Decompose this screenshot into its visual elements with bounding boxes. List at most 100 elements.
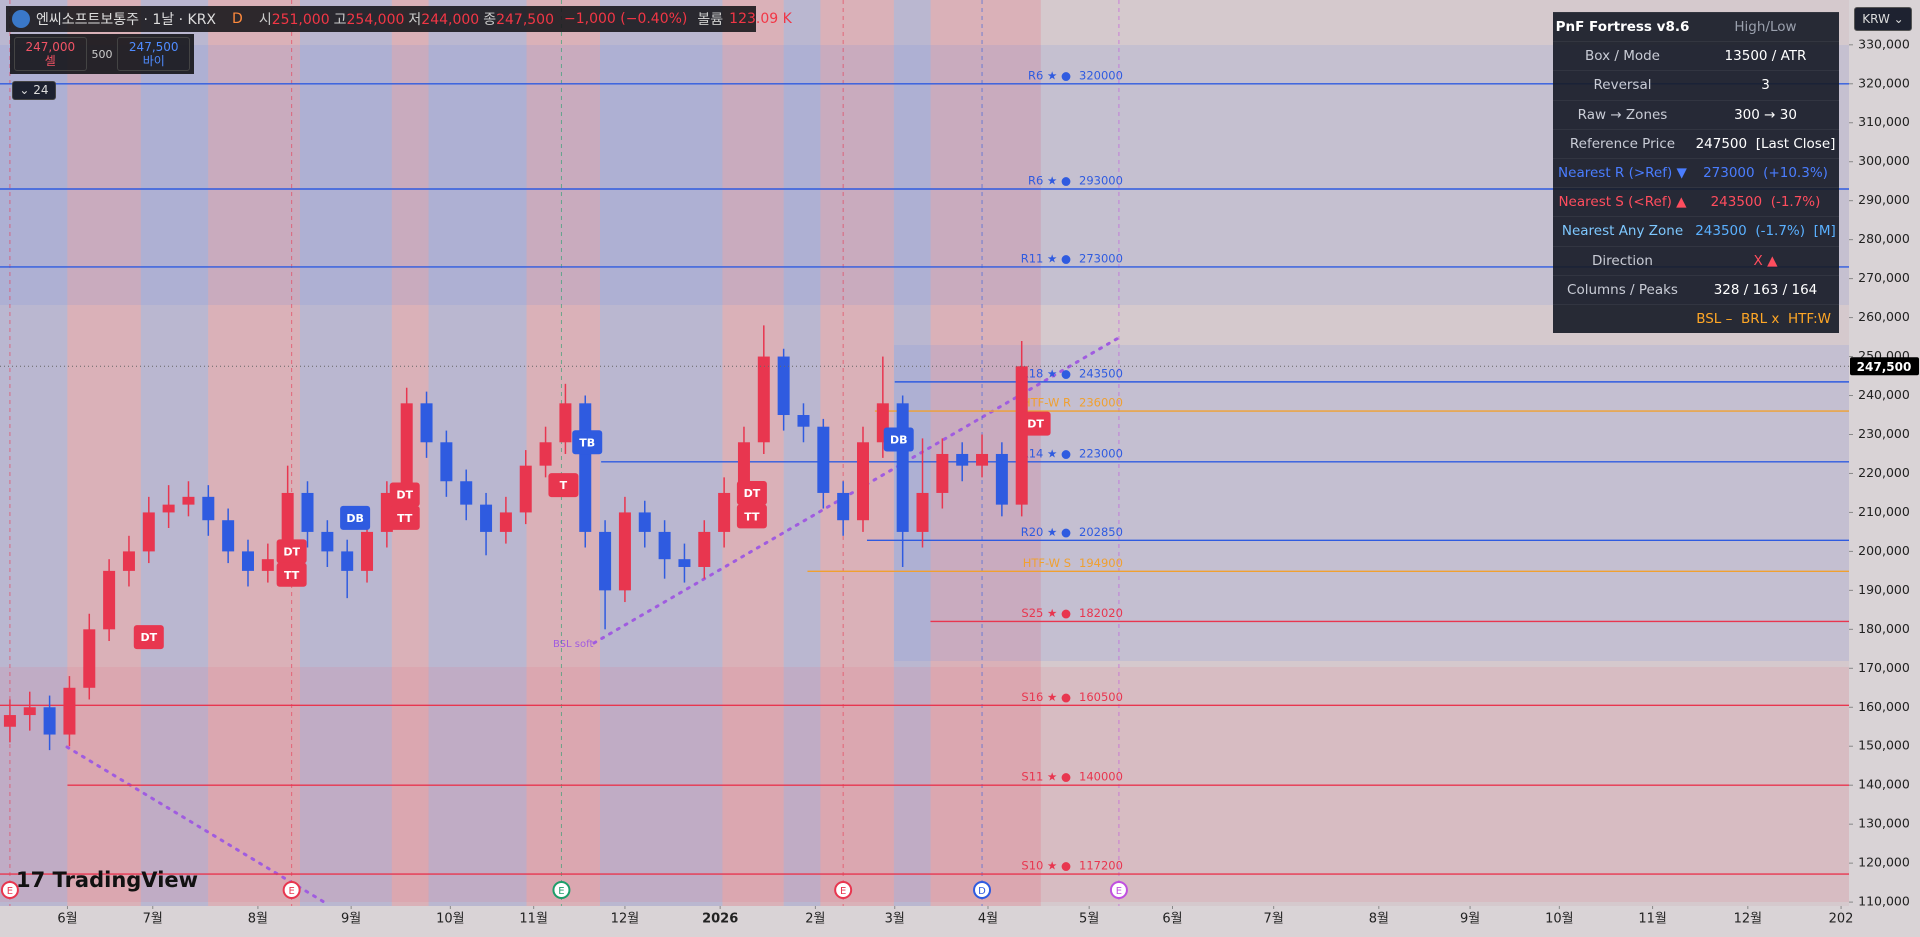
candle-body	[499, 512, 512, 532]
signal-label: TT	[397, 512, 413, 525]
signal-badge	[276, 539, 307, 564]
y-tick-label: 180,000	[1858, 621, 1910, 636]
candle-body	[856, 442, 869, 521]
panel-label: Columns / Peaks	[1567, 281, 1678, 298]
symbol-logo	[12, 10, 30, 28]
candle-body	[460, 481, 473, 505]
signal-label: DB	[890, 434, 908, 447]
panel-title-right: High/Low	[1734, 19, 1797, 36]
currency: KRW	[1862, 12, 1890, 26]
signal-label: TB	[579, 436, 595, 449]
candle-body	[976, 453, 989, 466]
symbol-name[interactable]: 엔씨소프트보통주 · 1날 · KRX	[36, 12, 217, 28]
level-name: R11 ★ ●	[1021, 251, 1071, 265]
event-marker	[0, 881, 19, 899]
y-tick-label: 120,000	[1858, 855, 1910, 870]
signal-badge	[548, 473, 579, 498]
y-tick-label: 150,000	[1858, 738, 1910, 753]
level-value: 236000	[1079, 396, 1123, 410]
y-tick-label: 290,000	[1858, 192, 1910, 207]
candle-body	[241, 551, 254, 571]
signal-badge	[736, 504, 767, 529]
panel-label: Direction	[1592, 252, 1653, 269]
candle-body	[757, 356, 770, 443]
panel-value: 3	[1761, 77, 1770, 94]
ohlc-key: 시	[258, 12, 272, 28]
candle-body	[63, 687, 76, 735]
panel-value: 328 / 163 / 164	[1713, 281, 1818, 298]
level-value: 140000	[1079, 770, 1123, 784]
info-panel: PnF Fortress v8.6 High/Low Box / Mode 1350…	[1553, 12, 1839, 334]
y-tick-label: 240,000	[1858, 387, 1910, 402]
candle-body	[995, 453, 1008, 505]
panel-value: 13500 / ATR	[1724, 48, 1807, 65]
level-value: 223000	[1079, 446, 1123, 460]
candle-body	[797, 415, 810, 427]
bid-ask: 247,000 셀 500 247,500 바이	[10, 34, 194, 74]
sell-label: 셀	[44, 54, 56, 68]
candle-body	[440, 442, 453, 482]
y-tick-label: 330,000	[1858, 36, 1910, 51]
candle-body	[420, 403, 433, 443]
candle-body	[222, 520, 235, 552]
volume: 123.09 K	[729, 11, 792, 27]
candle-body	[777, 356, 790, 416]
event-marker	[1109, 881, 1128, 899]
buy-price: 247,500	[128, 40, 179, 54]
x-tick-label: 4월	[978, 912, 998, 927]
x-tick-label: 7월	[143, 912, 163, 927]
candle-body	[400, 403, 413, 493]
y-tick-label: 160,000	[1858, 699, 1910, 714]
time-band	[0, 0, 68, 906]
level-value: 202850	[1079, 525, 1123, 539]
x-tick-label: 12월	[1734, 912, 1763, 927]
event-label: E	[558, 886, 564, 897]
currency-button[interactable]: KRW ⌄	[1854, 7, 1912, 31]
candle-body	[718, 492, 731, 532]
panel-value: 243500 (-1.7%) [M]	[1695, 223, 1836, 240]
panel-row: Reversal 3	[1553, 70, 1839, 99]
candle-body	[182, 496, 195, 505]
plot-background	[0, 0, 1849, 906]
signal-label: DB	[346, 512, 364, 525]
annotation: BSL soft	[553, 639, 593, 650]
panel-header: PnF Fortress v8.6 High/Low	[1553, 12, 1839, 41]
candle-body	[301, 492, 314, 532]
signal-label: DT	[744, 487, 761, 500]
panel-footer: BSL – BRL x HTF:W	[1696, 310, 1831, 327]
panel-row: Raw → Zones 300 → 30	[1553, 99, 1839, 129]
level-value: 243500	[1079, 366, 1123, 380]
x-tick-label: 3월	[885, 912, 905, 927]
level-value: 160500	[1079, 690, 1123, 704]
panel-value: X ▲	[1753, 252, 1778, 269]
last-price-box	[1850, 357, 1919, 376]
interval-badge: D	[232, 11, 243, 27]
signal-badge	[1020, 411, 1051, 436]
ohlc-value: 251,000	[271, 12, 330, 28]
brand-logo[interactable]: 𝟭𝟳 TradingView	[16, 868, 199, 892]
x-tick-label: 10월	[436, 912, 465, 927]
level-name: R18 ★ ●	[1021, 366, 1071, 380]
symbol-header[interactable]: 엔씨소프트보통주 · 1날 · KRX D 시251,000 고254,000 저2…	[6, 6, 792, 32]
panel-label: Nearest R (>Ref) ▼	[1558, 165, 1687, 182]
candle-body	[519, 465, 532, 513]
x-tick-label: 8월	[1369, 912, 1389, 927]
y-tick-label: 280,000	[1858, 231, 1910, 246]
collapse-button[interactable]: ⌄ 24	[12, 81, 56, 100]
candle-body	[638, 512, 651, 532]
candle-body	[202, 496, 215, 521]
x-tick-label: 6월	[1162, 912, 1182, 927]
level-name: S25 ★ ●	[1021, 606, 1071, 620]
time-axis	[0, 906, 1849, 937]
event-label: E	[840, 886, 846, 897]
x-tick-label: 202	[1829, 912, 1854, 927]
sell-button[interactable]: 247,000 셀	[14, 37, 87, 71]
buy-button[interactable]: 247,500 바이	[117, 37, 191, 71]
y-tick-label: 310,000	[1858, 114, 1910, 129]
level-name: R14 ★ ●	[1021, 446, 1071, 460]
candle-body	[261, 559, 274, 571]
candle-body	[539, 442, 552, 466]
candle-body	[658, 531, 671, 560]
volume-label: 볼륨	[697, 12, 724, 28]
